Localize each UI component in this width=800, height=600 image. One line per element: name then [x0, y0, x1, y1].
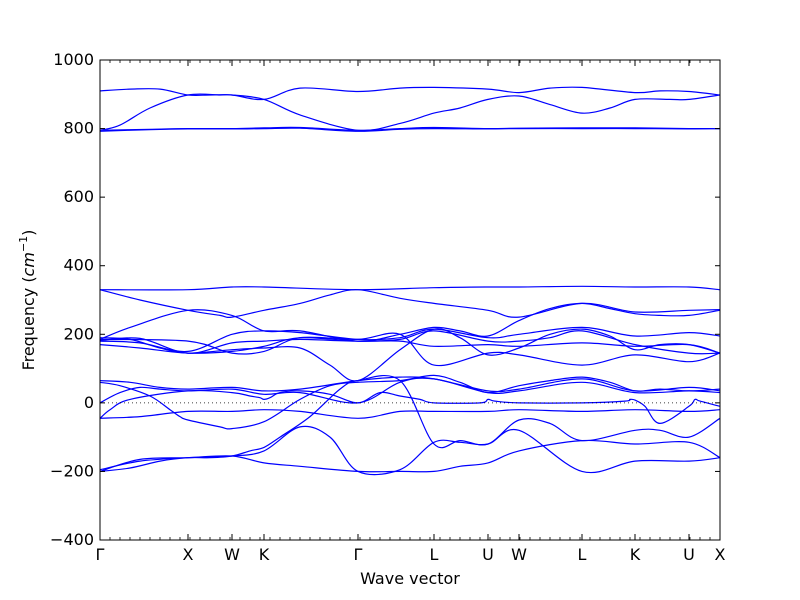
band-line-10	[99, 328, 721, 382]
y-tick-label: 600	[63, 187, 94, 206]
x-tick-label: K	[630, 545, 641, 564]
x-tick-label: L	[430, 545, 439, 564]
band-line-17	[99, 409, 721, 419]
band-line-18	[99, 374, 721, 472]
x-tick-label: Γ	[96, 545, 105, 564]
band-lines	[99, 86, 721, 476]
y-tick-label: 1000	[53, 50, 94, 69]
band-line-9	[99, 336, 721, 354]
x-tick-label: K	[259, 545, 270, 564]
x-tick-label: U	[482, 545, 494, 564]
y-axis-label-unit: cm	[19, 252, 38, 276]
x-tick-label: X	[715, 545, 726, 564]
y-axis-ticks: −400 −200 0 200 400 600 800 1000	[50, 50, 720, 549]
band-line-2	[99, 93, 721, 132]
y-axis-label-text: Frequency (	[19, 276, 38, 370]
y-tick-label: 200	[63, 324, 94, 343]
x-tick-label: L	[578, 545, 587, 564]
band-line-7	[99, 302, 721, 342]
y-axis-label-close: )	[19, 230, 38, 236]
x-tick-label: U	[683, 545, 695, 564]
band-line-16	[99, 389, 721, 425]
y-tick-label: 800	[63, 119, 94, 138]
x-tick-label: W	[224, 545, 240, 564]
y-tick-label: −200	[50, 461, 94, 480]
x-tick-label: Γ	[354, 545, 363, 564]
band-line-14	[99, 376, 721, 393]
band-line-1	[99, 86, 721, 101]
y-axis-label: Frequency (cm−1)	[17, 230, 38, 371]
band-line-5	[99, 285, 721, 291]
y-tick-label: 0	[84, 393, 94, 412]
band-line-4	[99, 126, 721, 131]
band-line-12	[99, 332, 721, 367]
x-tick-label: X	[183, 545, 194, 564]
band-line-6	[99, 289, 721, 318]
y-tick-label: −400	[50, 530, 94, 549]
y-axis-label-exponent: −1	[17, 236, 30, 252]
y-tick-label: 400	[63, 256, 94, 275]
band-line-13	[99, 374, 721, 430]
band-line-11	[99, 330, 721, 355]
band-line-20	[99, 439, 721, 473]
x-axis-label: Wave vector	[360, 569, 460, 588]
band-line-19	[99, 425, 721, 476]
x-tick-label: W	[511, 545, 527, 564]
band-line-8	[99, 326, 721, 353]
